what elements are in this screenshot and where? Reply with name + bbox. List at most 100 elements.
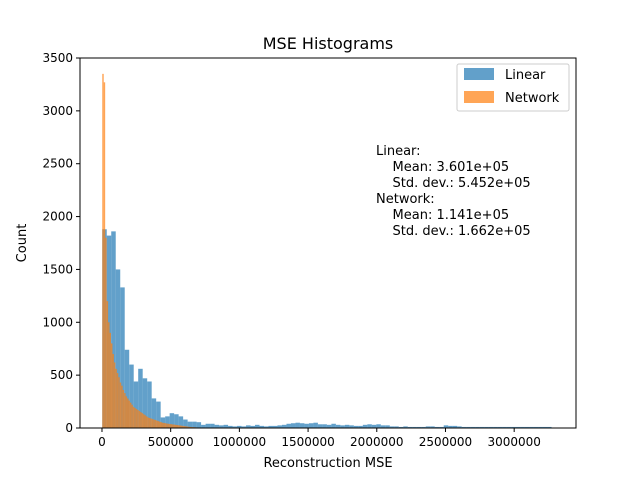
- histogram-bar-network: [144, 415, 146, 428]
- histogram-bar-network: [167, 423, 170, 428]
- annotation-line: Std. dev.: 1.662e+05: [376, 224, 531, 239]
- histogram-bar-linear: [394, 426, 399, 428]
- histogram-bar-linear: [196, 422, 202, 428]
- histogram-bar-linear: [547, 426, 552, 428]
- histogram-bar-linear: [524, 426, 530, 428]
- histogram-bar-network: [134, 407, 136, 428]
- annotation-line: Std. dev.: 5.452e+05: [376, 176, 531, 191]
- histogram-bar-linear: [389, 426, 395, 428]
- histogram-bar-linear: [421, 426, 426, 428]
- histogram-bar-linear: [205, 423, 211, 428]
- histogram-bar-linear: [398, 426, 404, 428]
- histogram-bar-linear: [497, 426, 503, 428]
- histogram-bar-network: [108, 322, 110, 428]
- histogram-bar-linear: [255, 424, 260, 428]
- y-tick-label: 1500: [42, 262, 73, 276]
- histogram-bar-linear: [192, 421, 197, 428]
- histogram-bar-network: [164, 423, 167, 428]
- histogram-bar-linear: [407, 426, 413, 428]
- histogram-bar-linear: [241, 426, 247, 428]
- histogram-bar-network: [177, 425, 180, 428]
- histogram-bar-linear: [533, 426, 539, 428]
- series-linear-bars: [102, 229, 552, 428]
- histogram-bar-linear: [165, 416, 170, 428]
- histogram-bar-linear: [308, 423, 314, 428]
- histogram-bar-network: [185, 426, 187, 428]
- histogram-bar-linear: [412, 426, 417, 428]
- histogram-bar-network: [182, 425, 184, 428]
- histogram-bar-network: [135, 408, 138, 428]
- x-tick-label: 2000000: [350, 435, 403, 449]
- legend: Linear Network: [456, 63, 570, 112]
- histogram-bar-network: [151, 419, 154, 428]
- histogram-bar-linear: [237, 425, 242, 428]
- annotation-line: Linear:: [376, 144, 421, 159]
- histogram-bar-linear: [259, 425, 264, 428]
- histogram-bar-linear: [331, 423, 336, 428]
- histogram-bar-network: [121, 385, 123, 428]
- histogram-bar-network: [189, 426, 192, 428]
- histogram-bar-network: [147, 417, 149, 428]
- plot-frame: [79, 57, 577, 429]
- histogram-bar-linear: [457, 426, 462, 428]
- histogram-bar-linear: [439, 426, 444, 428]
- histogram-bar-linear: [201, 424, 206, 428]
- histogram-bar-linear: [304, 423, 309, 428]
- histogram-bar-linear: [219, 425, 224, 428]
- histogram-bar-linear: [210, 423, 215, 428]
- histogram-bar-network: [188, 426, 190, 428]
- histogram-bar-network: [183, 426, 186, 428]
- histogram-bar-linear: [511, 426, 516, 428]
- histogram-bar-network: [161, 422, 164, 428]
- histogram-bar-network: [131, 404, 133, 428]
- histogram-bar-linear: [520, 426, 525, 428]
- histogram-bar-network: [115, 368, 117, 428]
- histogram-bar-network: [129, 402, 132, 428]
- histogram-bar-network: [179, 425, 181, 428]
- histogram-bar-linear: [461, 426, 467, 428]
- y-tick-label: 2500: [42, 157, 73, 171]
- histogram-bar-linear: [120, 287, 125, 428]
- histogram-bar-linear: [376, 424, 381, 428]
- histogram-bar-network: [122, 389, 125, 428]
- histogram-bar-network: [132, 406, 135, 428]
- histogram-bar-network: [163, 422, 165, 428]
- histogram-bar-network: [116, 373, 119, 428]
- y-axis-ticks: 0 500 1000 1500 2000 2500 3000 3500: [42, 51, 80, 435]
- histogram-bar-linear: [183, 419, 188, 428]
- histogram-bar-network: [150, 418, 152, 428]
- histogram-bar-network: [105, 237, 107, 428]
- histogram-bar-network: [170, 424, 173, 428]
- histogram-bar-linear: [371, 424, 377, 428]
- y-tick-label: 3000: [42, 104, 73, 118]
- histogram-bar-linear: [542, 426, 548, 428]
- histogram-bar-network: [148, 417, 151, 428]
- x-tick-label: 1000000: [213, 435, 266, 449]
- histogram-bar-linear: [335, 424, 341, 428]
- histogram-bar-network: [128, 400, 130, 428]
- histogram-bar-linear: [142, 378, 148, 428]
- histogram-bar-linear: [138, 368, 143, 428]
- histogram-bar-linear: [538, 426, 543, 428]
- histogram-bar-linear: [250, 425, 256, 428]
- histogram-bar-linear: [425, 426, 431, 428]
- histogram-bar-linear: [228, 425, 233, 428]
- histogram-bar-network: [154, 420, 157, 428]
- histogram-bar-linear: [299, 423, 305, 428]
- histogram-bar-linear: [115, 269, 121, 428]
- histogram-bar-linear: [502, 426, 507, 428]
- x-tick-label: 500000: [148, 435, 194, 449]
- histogram-bar-linear: [448, 425, 453, 428]
- y-tick-label: 2000: [42, 210, 73, 224]
- histogram-bar-linear: [416, 426, 422, 428]
- histogram-bar-network: [173, 424, 176, 428]
- histogram-bar-linear: [493, 426, 498, 428]
- histogram-bar-linear: [367, 424, 372, 428]
- histogram-bar-network: [118, 377, 120, 428]
- histogram-bar-linear: [272, 425, 278, 428]
- histogram-bar-linear: [169, 413, 175, 428]
- histogram-bar-linear: [344, 424, 350, 428]
- histogram-bar-linear: [281, 424, 287, 428]
- histogram-bar-network: [103, 82, 106, 428]
- histogram-bar-linear: [380, 425, 386, 428]
